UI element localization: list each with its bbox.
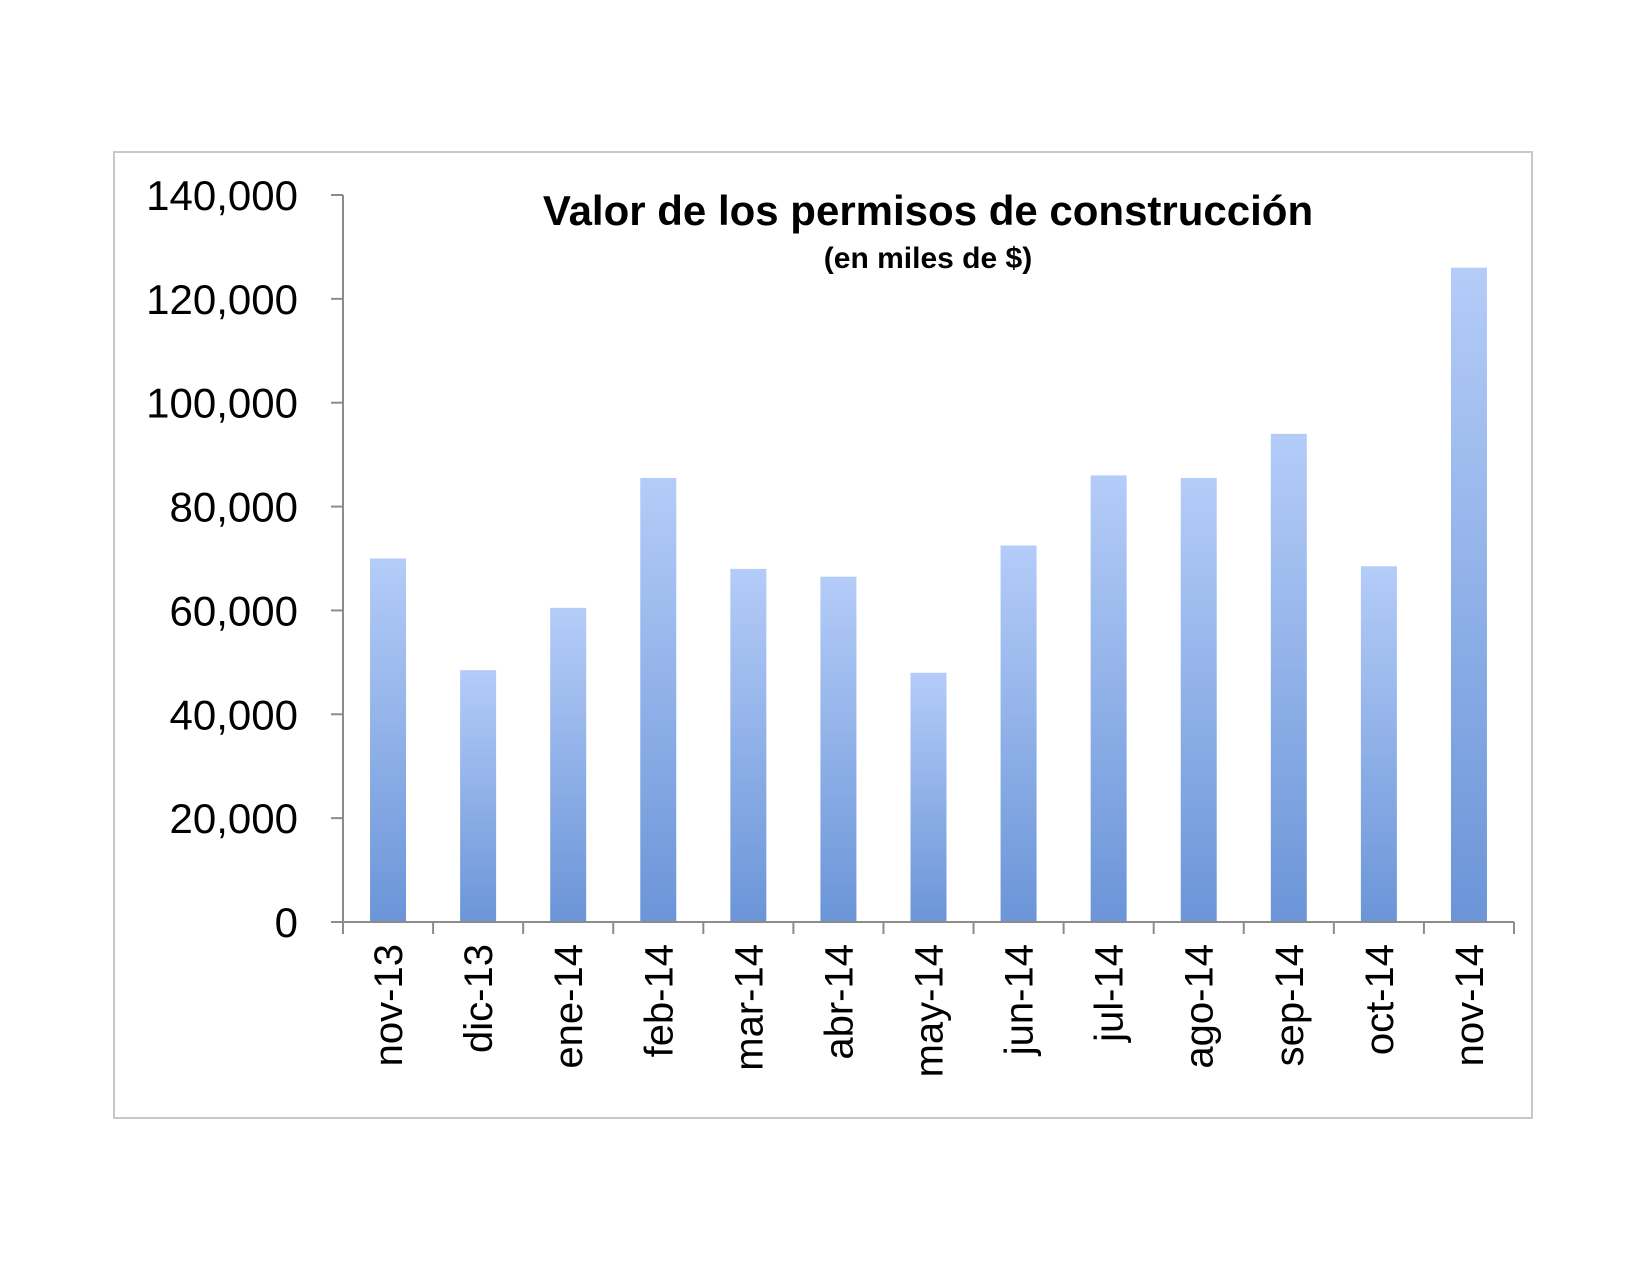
y-tick-label: 140,000 [146,172,298,219]
chart-subtitle: (en miles de $) [824,242,1032,275]
bar-may-14 [910,672,947,922]
bar-ene-14 [550,607,587,922]
y-tick-label: 80,000 [170,484,298,531]
bar-abr-14 [820,576,857,922]
y-tick-label: 20,000 [170,795,298,842]
bar-nov-14 [1450,267,1487,922]
y-axis-ticks: 0 20,000 40,000 60,000 80,000 100,000 120,000 1… [146,172,343,946]
y-tick-label: 120,000 [146,276,298,323]
x-tick-label: oct-14 [1358,944,1402,1055]
x-tick-label: nov-13 [367,944,411,1066]
bar-oct-14 [1360,566,1397,922]
bar-mar-14 [730,568,767,922]
bar-feb-14 [640,478,677,922]
x-tick-label: jun-14 [998,944,1042,1056]
bar-jul-14 [1090,475,1127,922]
x-tick-label: feb-14 [637,944,681,1057]
y-tick-label: 100,000 [146,380,298,427]
bar-ago-14 [1180,478,1217,922]
bar-jun-14 [1000,545,1037,922]
x-tick-label: may-14 [908,944,952,1077]
bar-nov-13 [370,558,407,922]
x-tick-label: dic-13 [457,944,501,1053]
y-tick-label: 60,000 [170,587,298,634]
x-tick-label: mar-14 [727,944,771,1071]
chart-frame: Valor de los permisos de construcción (e… [113,151,1533,1119]
x-tick-label: jul-14 [1088,944,1132,1043]
x-tick-label: nov-14 [1448,944,1492,1066]
bar-sep-14 [1270,433,1307,922]
x-tick-label: sep-14 [1268,944,1312,1066]
x-tick-label: ago-14 [1178,944,1222,1069]
chart-title: Valor de los permisos de construcción [543,187,1313,234]
y-tick-label: 40,000 [170,691,298,738]
bar-chart: Valor de los permisos de construcción (e… [146,172,1515,1077]
bar-dic-13 [460,670,497,922]
x-axis-ticks: nov-13 dic-13 ene-14 feb-14 mar-14 abr-14 may-… [342,922,1515,1077]
x-tick-label: ene-14 [547,944,591,1069]
y-tick-label: 0 [275,899,298,946]
x-tick-label: abr-14 [817,944,861,1060]
bars [370,267,1487,922]
